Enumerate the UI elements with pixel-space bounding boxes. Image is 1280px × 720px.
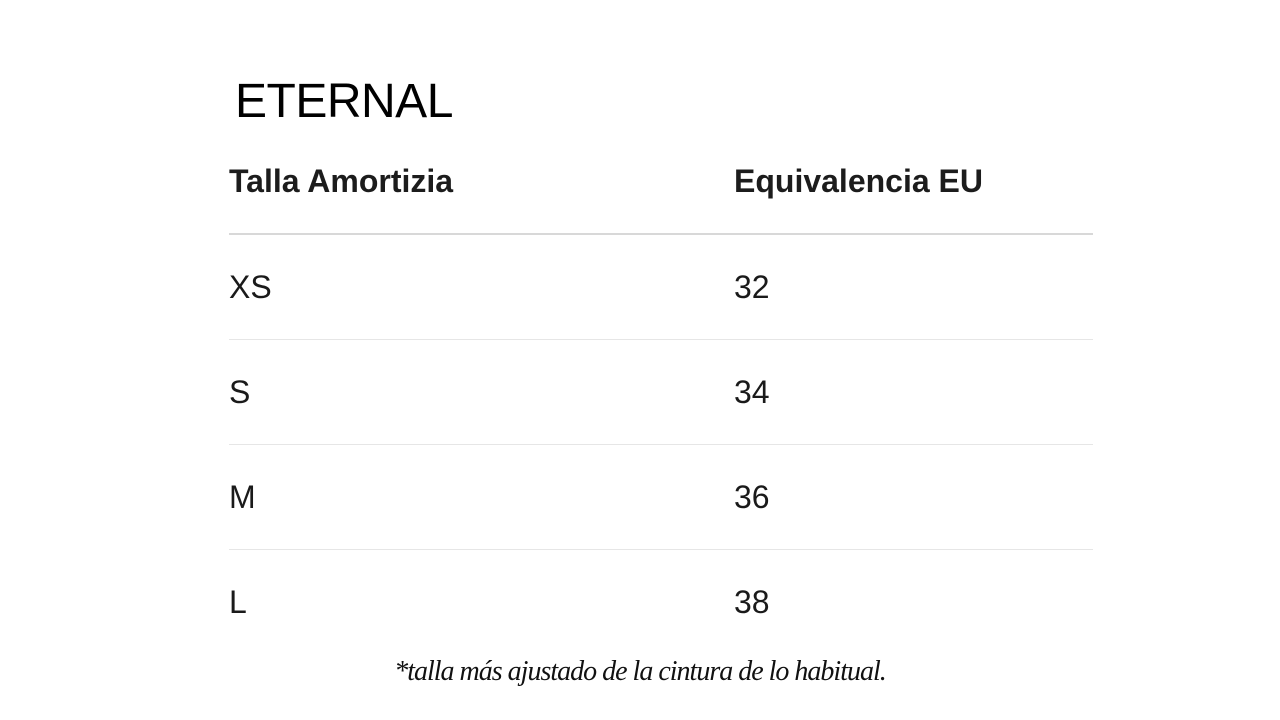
- table-header: Talla Amortizia Equivalencia EU: [229, 129, 1093, 235]
- size-cell: S: [229, 374, 251, 410]
- footnote: *talla más ajustado de la cintura de lo …: [394, 656, 887, 687]
- size-cell: L: [229, 584, 247, 620]
- eu-cell: 32: [734, 269, 770, 305]
- header-eu-equivalent: Equivalencia EU: [734, 163, 983, 199]
- size-cell: XS: [229, 269, 272, 305]
- table-row: M 36: [229, 445, 1093, 550]
- eu-cell: 38: [734, 584, 770, 620]
- brand-title: ETERNAL: [235, 75, 453, 128]
- table-row: L 38: [229, 550, 1093, 654]
- table-row: S 34: [229, 340, 1093, 445]
- table-row: XS 32: [229, 235, 1093, 340]
- eu-cell: 36: [734, 479, 770, 515]
- eu-cell: 34: [734, 374, 770, 410]
- header-size: Talla Amortizia: [229, 163, 454, 199]
- size-cell: M: [229, 479, 256, 515]
- size-table: Talla Amortizia Equivalencia EU XS 32 S …: [229, 129, 1093, 654]
